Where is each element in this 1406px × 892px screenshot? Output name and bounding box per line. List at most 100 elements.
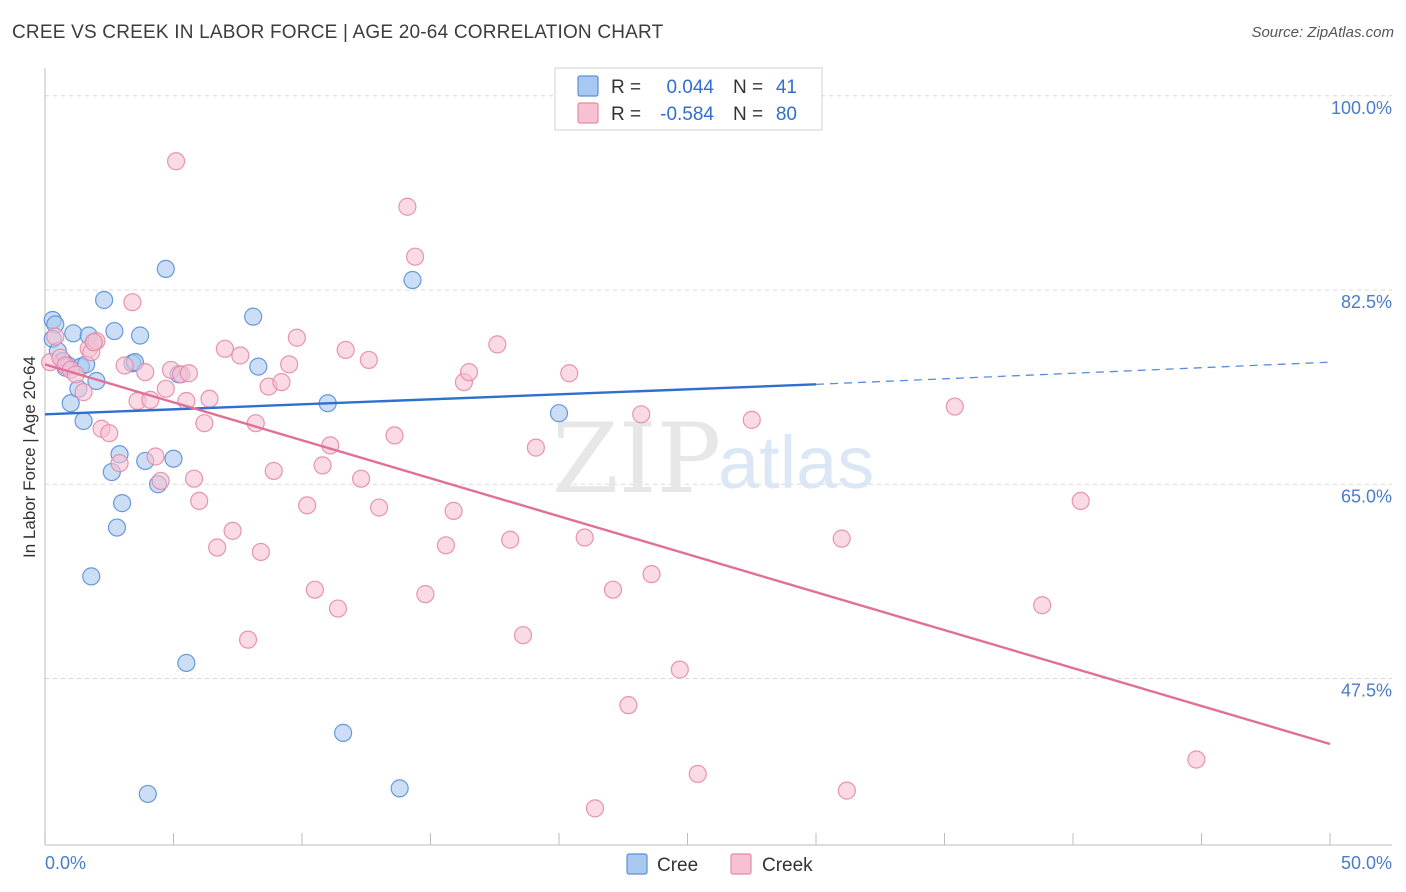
creek-point-37: [264, 461, 283, 481]
y-tick-label-3: 100.0%: [1331, 98, 1392, 118]
creek-point-68: [642, 565, 661, 584]
creek-point-19: [151, 471, 170, 491]
legend-swatch-creek: [577, 102, 599, 124]
creek-point-42: [305, 580, 324, 599]
cree-point-13: [107, 518, 127, 537]
creek-point-50: [385, 426, 404, 445]
x-tick-label-0: 0.0%: [45, 853, 86, 873]
creek-point-25: [184, 469, 204, 488]
legend-n-value-cree: 41: [776, 77, 797, 98]
cree-point-34: [334, 723, 353, 742]
cree-point-23: [164, 449, 183, 468]
series-legend: Cree Creek: [626, 853, 813, 876]
cree-point-19: [130, 326, 150, 345]
creek-point-12: [110, 454, 129, 473]
creek-point-14: [123, 293, 142, 312]
y-tick-label-0: 47.5%: [1341, 681, 1392, 701]
y-axis-title: In Labor Force | Age 20-64: [20, 356, 39, 558]
creek-point-38: [272, 373, 291, 392]
cree-point-29: [82, 567, 101, 586]
creek-point-28: [200, 389, 219, 408]
creek-point-63: [575, 528, 594, 547]
chart-title: CREE VS CREEK IN LABOR FORCE | AGE 20-64…: [12, 22, 664, 43]
legend-swatch-cree: [577, 75, 599, 97]
creek-point-31: [223, 521, 242, 540]
creek-point-33: [238, 630, 258, 649]
creek-point-1: [46, 327, 65, 346]
x-tick-label-1: 50.0%: [1341, 853, 1392, 873]
x-tick-labels: 0.0% 50.0%: [45, 853, 1392, 873]
creek-point-70: [688, 764, 707, 784]
cree-point-30: [138, 784, 157, 804]
creek-point-78: [84, 333, 103, 352]
cree-point-35: [390, 779, 409, 798]
watermark-atlas: atlas: [718, 421, 874, 504]
creek-point-76: [1071, 491, 1090, 510]
bottom-legend-label-cree: Cree: [657, 855, 698, 876]
creek-point-55: [444, 501, 463, 520]
cree-point-32: [249, 357, 268, 376]
y-tick-label-1: 65.0%: [1341, 486, 1392, 506]
creek-point-43: [313, 456, 332, 475]
bottom-legend-label-creek: Creek: [762, 855, 813, 876]
creek-point-39: [280, 355, 299, 374]
stats-legend: R = 0.044 N = 41 R = -0.584 N = 80: [554, 67, 823, 131]
creek-point-74: [945, 397, 964, 416]
x-ticks: [44, 833, 1331, 845]
cree-point-26: [61, 394, 80, 413]
cree-trendline-extension: [815, 361, 1331, 385]
creek-point-32: [231, 346, 250, 365]
creek-point-64: [585, 799, 605, 818]
cree-point-22: [156, 259, 175, 279]
cree-point-11: [95, 290, 114, 310]
creek-point-59: [501, 530, 520, 549]
grid-lines: [45, 95, 1392, 679]
watermark: ZIP atlas: [552, 403, 874, 515]
legend-n-label-cree: N =: [733, 77, 763, 98]
creek-point-52: [405, 247, 425, 266]
creek-point-69: [670, 660, 689, 679]
cree-point-36: [403, 270, 422, 290]
bottom-legend-swatch-cree: [626, 853, 648, 875]
cree-point-15: [112, 494, 132, 513]
creek-point-65: [603, 580, 623, 599]
creek-point-13: [115, 356, 134, 375]
y-tick-label-2: 82.5%: [1341, 292, 1392, 312]
creek-point-60: [513, 626, 533, 645]
creek-point-48: [359, 350, 378, 370]
cree-point-25: [177, 653, 196, 673]
creek-point-58: [488, 335, 507, 354]
creek-point-77: [1187, 750, 1206, 769]
legend-n-value-creek: 80: [776, 104, 797, 125]
creek-point-20: [156, 379, 175, 398]
creek-point-51: [398, 197, 417, 216]
creek-point-22: [166, 152, 186, 171]
cree-point-6: [64, 324, 83, 343]
creek-point-61: [526, 438, 545, 457]
axes: [44, 68, 1392, 846]
chart-source: Source: ZipAtlas.com: [1251, 24, 1394, 41]
creek-point-11: [100, 424, 119, 443]
bottom-legend-swatch-creek: [730, 853, 752, 875]
creek-point-30: [215, 339, 234, 358]
creek-point-47: [352, 469, 371, 488]
creek-point-75: [1033, 596, 1052, 615]
creek-point-46: [336, 340, 355, 360]
creek-point-24: [179, 364, 199, 383]
creek-point-18: [146, 447, 165, 466]
creek-point-67: [632, 405, 651, 424]
creek-point-54: [436, 536, 456, 555]
creek-point-71: [742, 410, 761, 429]
cree-point-14: [105, 321, 124, 341]
creek-point-66: [619, 696, 638, 715]
creek-point-49: [370, 498, 389, 517]
creek-point-53: [416, 585, 435, 604]
cree-point-28: [74, 411, 93, 431]
creek-point-41: [298, 496, 317, 515]
cree-point-31: [244, 307, 263, 326]
creek-point-62: [560, 364, 579, 383]
legend-box: [554, 67, 823, 131]
creek-point-40: [287, 328, 306, 347]
creek-trendline: [44, 363, 1331, 746]
